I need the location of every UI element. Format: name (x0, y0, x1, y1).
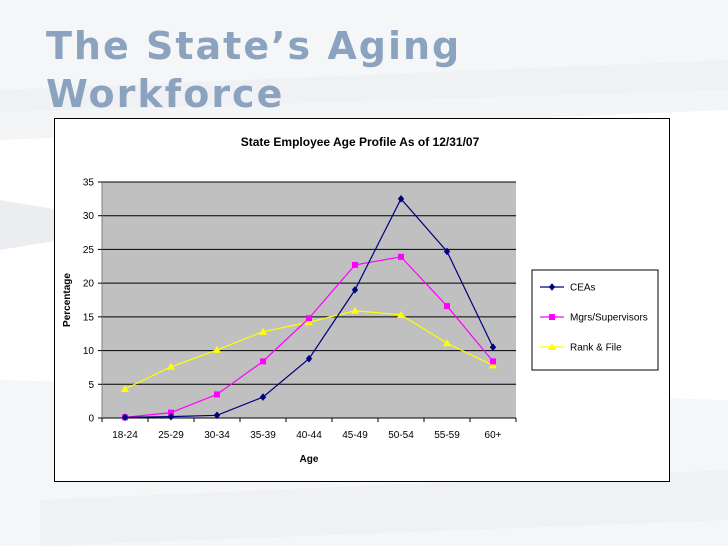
age-profile-chart: State Employee Age Profile As of 12/31/0… (62, 135, 659, 465)
data-point (306, 315, 312, 322)
data-point (167, 362, 175, 370)
data-point (305, 318, 313, 326)
data-point (352, 261, 358, 268)
chart-title: State Employee Age Profile As of 12/31/0… (241, 135, 480, 149)
y-tick-label: 10 (83, 346, 95, 357)
y-tick-label: 35 (83, 178, 95, 189)
x-tick-label: 55-59 (434, 430, 460, 441)
y-tick-label: 0 (88, 414, 94, 425)
data-point (351, 286, 359, 294)
data-point (489, 361, 497, 369)
x-tick-label: 60+ (485, 430, 502, 441)
y-tick-label: 20 (83, 279, 95, 290)
legend-item: Mgrs/Supervisors (540, 313, 648, 324)
y-axis-label: Percentage (62, 273, 73, 327)
x-tick-label: 30-34 (204, 430, 230, 441)
data-point (259, 393, 267, 401)
y-tick-label: 15 (83, 312, 95, 323)
x-tick-label: 50-54 (388, 430, 414, 441)
x-tick-label: 45-49 (342, 430, 368, 441)
legend-label: Rank & File (570, 343, 622, 354)
data-point (213, 411, 221, 420)
series-rank-file (121, 306, 497, 393)
data-point (489, 343, 497, 351)
legend-item: CEAs (540, 283, 596, 294)
legend-marker (548, 283, 556, 291)
plot-area (102, 182, 516, 418)
x-axis-label: Age (300, 454, 319, 465)
data-point (443, 339, 451, 347)
legend-item: Rank & File (540, 343, 622, 354)
y-tick-label: 25 (83, 245, 95, 256)
data-point (443, 247, 451, 256)
legend-label: Mgrs/Supervisors (570, 313, 648, 324)
data-point (397, 310, 405, 318)
data-point (397, 195, 405, 203)
data-point (444, 303, 450, 310)
data-point (168, 409, 174, 416)
data-point (213, 345, 221, 353)
y-tick-label: 30 (83, 211, 95, 222)
legend-marker (548, 343, 556, 350)
data-point (490, 358, 496, 365)
legend-label: CEAs (570, 283, 596, 294)
slide-title-line-2: Workforce (46, 72, 285, 116)
data-point (351, 306, 359, 314)
slide-title: The State’s Aging Workforce (46, 22, 461, 118)
legend: CEAs Mgrs/Supervisors Rank & File (531, 269, 659, 371)
slide-title-line-1: The State’s Aging (46, 24, 462, 68)
legend-marker (549, 314, 555, 320)
data-point (305, 354, 313, 363)
x-tick-label: 40-44 (296, 430, 322, 441)
data-point (398, 253, 404, 260)
x-tick-label: 35-39 (250, 430, 276, 441)
data-point (260, 358, 266, 365)
x-axis-ticks: 18-24 25-29 30-34 35-39 40-44 45-49 50-54 55-59… (101, 418, 517, 441)
y-axis-ticks: 0 5 10 15 20 25 30 35 (83, 178, 102, 425)
data-point (214, 391, 220, 398)
series-layer (121, 195, 497, 422)
data-point (259, 327, 267, 335)
gridlines (101, 181, 516, 419)
data-point (121, 413, 129, 422)
data-point (121, 385, 129, 393)
y-tick-label: 5 (88, 380, 94, 391)
x-tick-label: 25-29 (158, 430, 184, 441)
x-tick-label: 18-24 (112, 430, 138, 441)
